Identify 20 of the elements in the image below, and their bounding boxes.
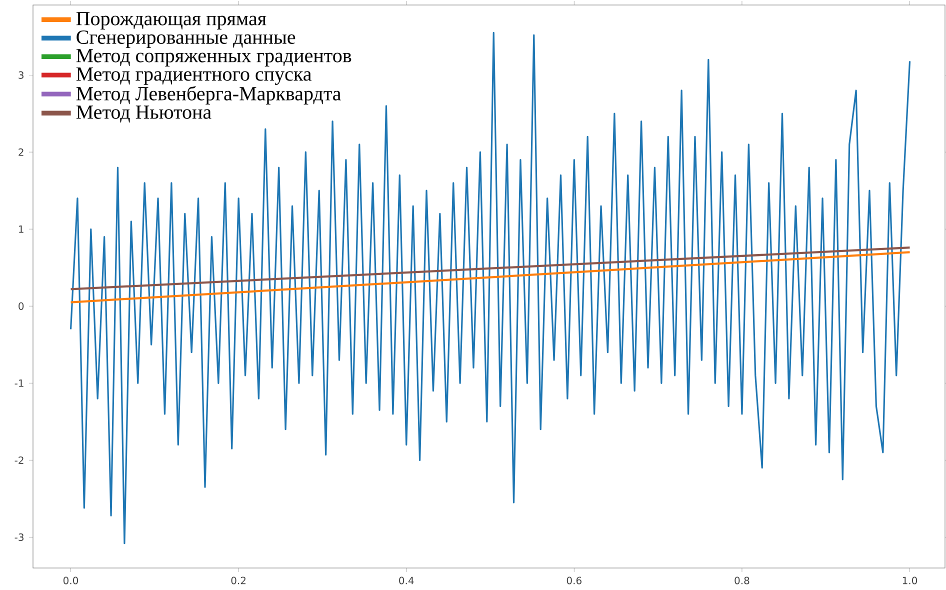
x-tick-label: 0.2 bbox=[231, 576, 246, 584]
line-series bbox=[70, 32, 911, 544]
y-tick-label: 1 bbox=[19, 225, 24, 233]
y-tick-label: 0 bbox=[18, 302, 24, 310]
x-tick-label: 0.8 bbox=[734, 576, 750, 584]
legend-label: Метод сопряженных градиентов bbox=[76, 49, 352, 66]
y-tick-label: -1 bbox=[14, 380, 24, 387]
x-tick-label: 1.0 bbox=[902, 576, 918, 584]
x-tick-label: 0.6 bbox=[566, 576, 582, 584]
y-tick-label: 2 bbox=[18, 148, 24, 156]
legend-label: Сгенерированные данные bbox=[76, 30, 296, 48]
legend-label: Порождающая прямая bbox=[76, 12, 266, 30]
x-tick-label: 0.0 bbox=[63, 576, 78, 584]
y-tick-label: 3 bbox=[18, 71, 24, 79]
legend-label: Метод градиентного спуска bbox=[76, 68, 312, 85]
legend-label: Метод Ньютона bbox=[76, 106, 212, 123]
y-tick-label: -3 bbox=[14, 533, 24, 541]
y-tick-label: -2 bbox=[14, 456, 24, 464]
x-tick-label: 0.4 bbox=[399, 576, 414, 584]
legend-label: Метод Левенберга-Марквардта bbox=[76, 86, 341, 105]
